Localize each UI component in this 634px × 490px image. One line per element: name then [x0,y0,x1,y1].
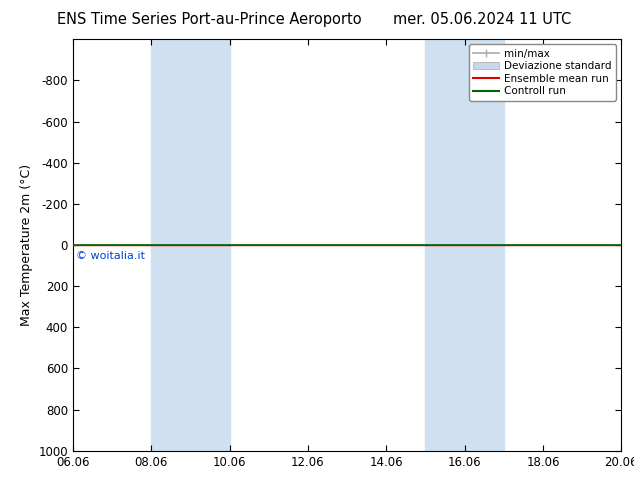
Text: © woitalia.it: © woitalia.it [75,251,145,261]
Bar [425,39,504,451]
Legend: min/max, Deviazione standard, Ensemble mean run, Controll run: min/max, Deviazione standard, Ensemble m… [469,45,616,100]
Y-axis label: Max Temperature 2m (°C): Max Temperature 2m (°C) [20,164,33,326]
Text: mer. 05.06.2024 11 UTC: mer. 05.06.2024 11 UTC [392,12,571,27]
Text: ENS Time Series Port-au-Prince Aeroporto: ENS Time Series Port-au-Prince Aeroporto [57,12,361,27]
Bar [152,39,230,451]
